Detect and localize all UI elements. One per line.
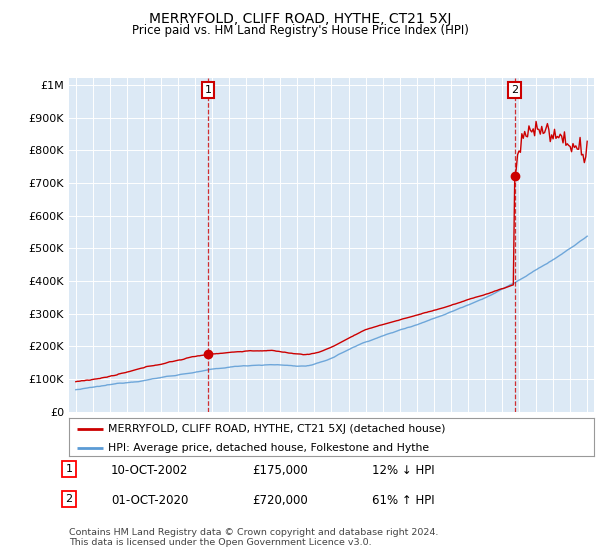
- Text: £175,000: £175,000: [252, 464, 308, 477]
- Text: 2: 2: [511, 85, 518, 95]
- Text: Contains HM Land Registry data © Crown copyright and database right 2024.
This d: Contains HM Land Registry data © Crown c…: [69, 528, 439, 547]
- Text: 10-OCT-2002: 10-OCT-2002: [111, 464, 188, 477]
- Text: 1: 1: [65, 464, 73, 474]
- Text: Price paid vs. HM Land Registry's House Price Index (HPI): Price paid vs. HM Land Registry's House …: [131, 24, 469, 36]
- Text: MERRYFOLD, CLIFF ROAD, HYTHE, CT21 5XJ (detached house): MERRYFOLD, CLIFF ROAD, HYTHE, CT21 5XJ (…: [109, 423, 446, 433]
- Text: 61% ↑ HPI: 61% ↑ HPI: [372, 494, 434, 507]
- Text: 12% ↓ HPI: 12% ↓ HPI: [372, 464, 434, 477]
- Text: MERRYFOLD, CLIFF ROAD, HYTHE, CT21 5XJ: MERRYFOLD, CLIFF ROAD, HYTHE, CT21 5XJ: [149, 12, 451, 26]
- Text: 2: 2: [65, 494, 73, 504]
- Text: 01-OCT-2020: 01-OCT-2020: [111, 494, 188, 507]
- Text: HPI: Average price, detached house, Folkestone and Hythe: HPI: Average price, detached house, Folk…: [109, 443, 430, 453]
- Text: £720,000: £720,000: [252, 494, 308, 507]
- Text: 1: 1: [205, 85, 211, 95]
